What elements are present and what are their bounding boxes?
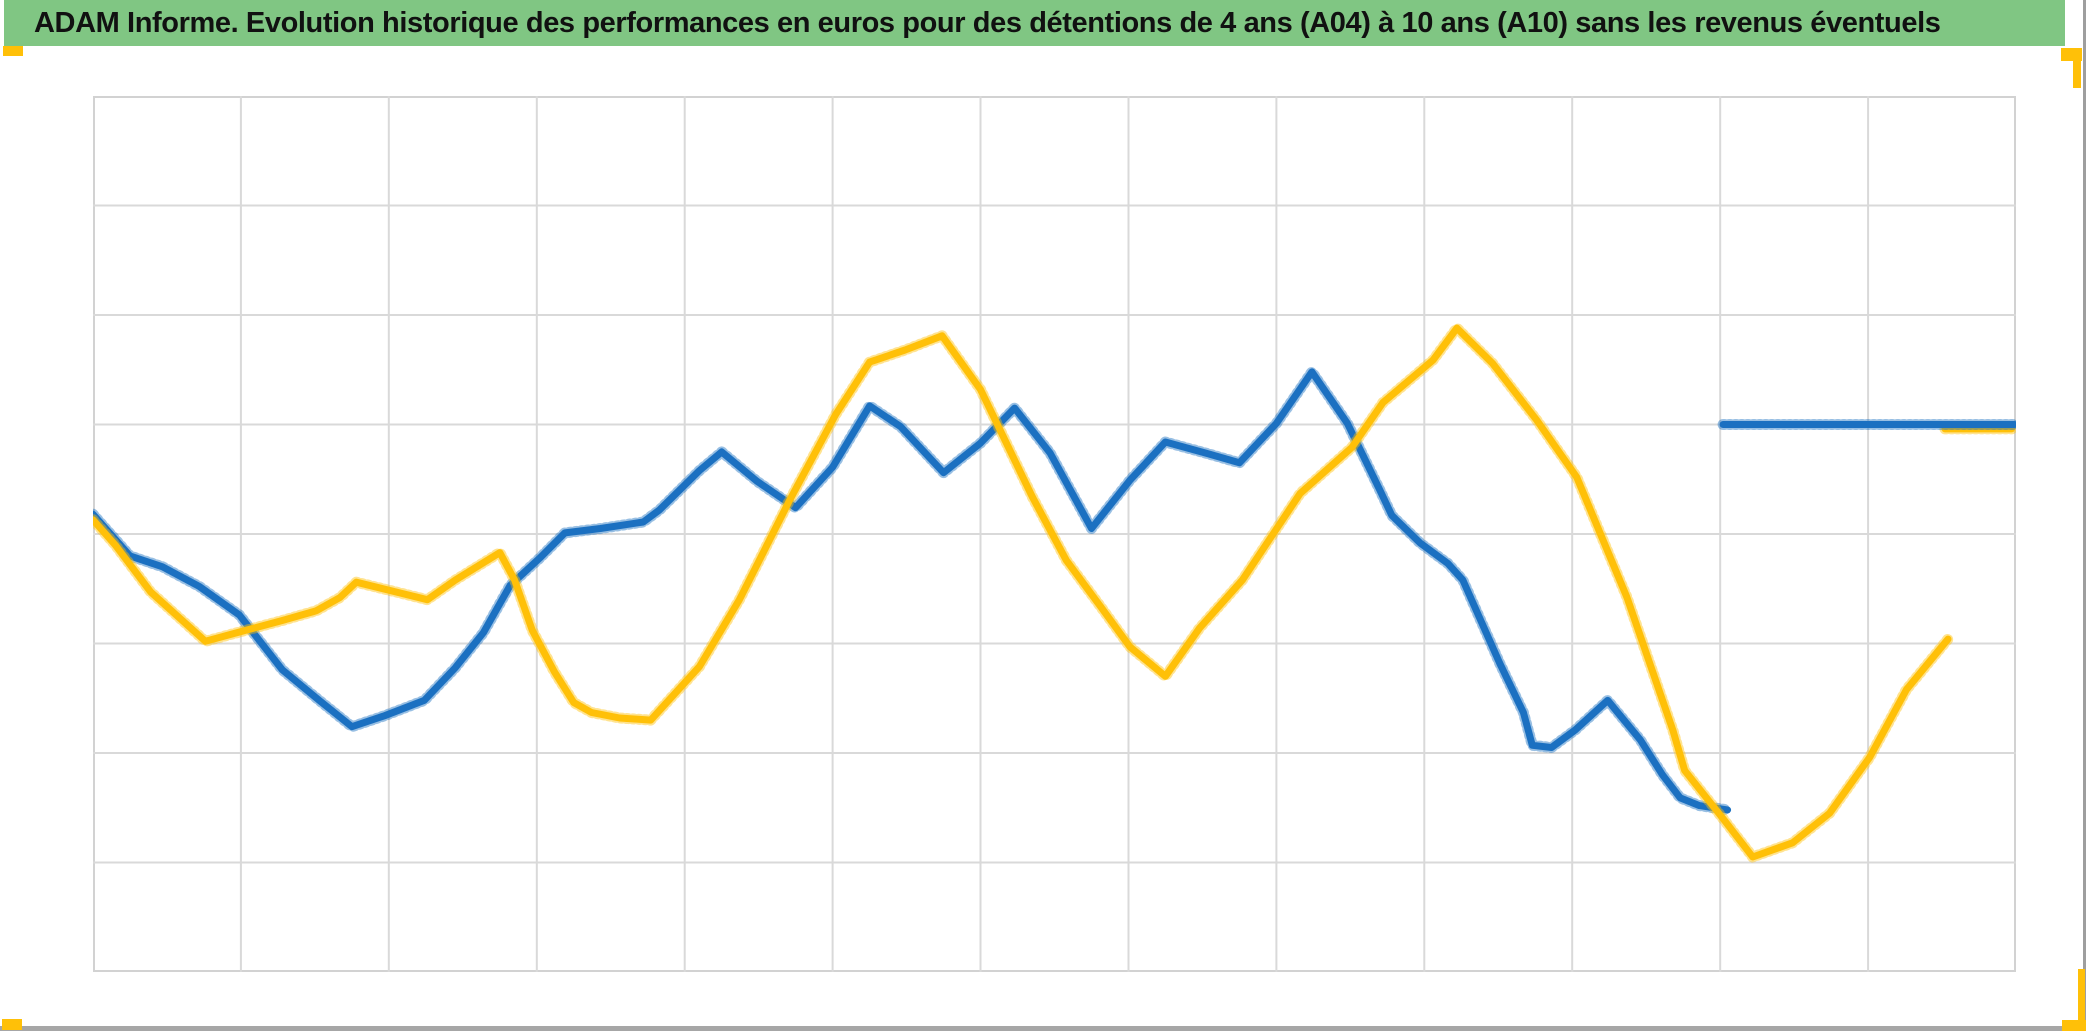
window-right-edge (2083, 0, 2086, 1031)
corner-accent-bottom-right-horizontal (2062, 1020, 2086, 1031)
header-bar: ADAM Informe. Evolution historique des p… (4, 0, 2065, 46)
corner-accent-top-right-vertical (2073, 48, 2081, 88)
chart-svg (93, 96, 2016, 972)
corner-accent-bottom-right-vertical (2078, 969, 2085, 1031)
chart-plot-area[interactable] (93, 96, 2016, 972)
corner-accent-bottom-left (2, 1019, 22, 1030)
window-bottom-edge (0, 1026, 2086, 1031)
page-title: ADAM Informe. Evolution historique des p… (34, 6, 1941, 39)
corner-accent-top-left (3, 46, 23, 56)
